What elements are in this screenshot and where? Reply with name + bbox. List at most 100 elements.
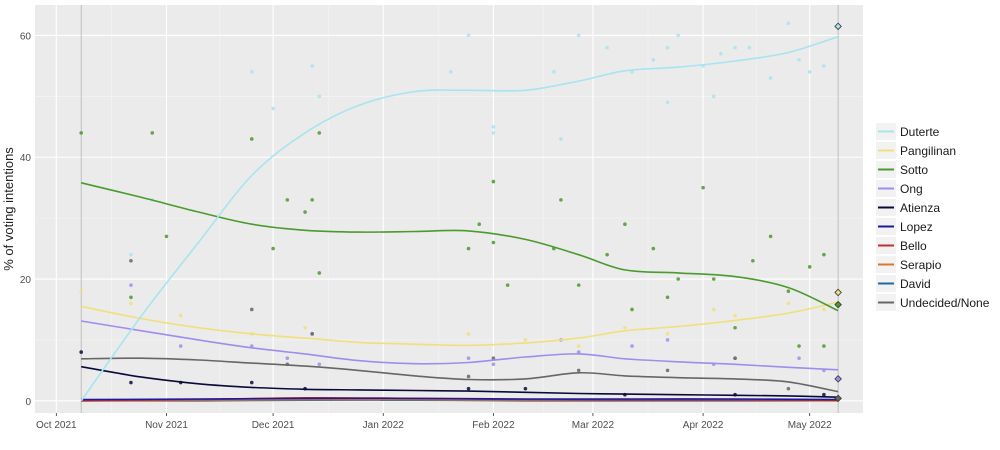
data-point bbox=[285, 198, 290, 202]
data-point bbox=[466, 246, 471, 251]
legend-label: Serapio bbox=[900, 258, 942, 272]
data-point bbox=[129, 295, 133, 300]
data-point bbox=[466, 33, 471, 38]
data-point bbox=[129, 301, 133, 306]
y-tick-label: 60 bbox=[20, 31, 32, 42]
series-line-ong bbox=[81, 320, 839, 371]
data-point bbox=[786, 21, 791, 26]
y-tick-label: 0 bbox=[25, 397, 31, 408]
data-point bbox=[523, 386, 528, 391]
data-point bbox=[249, 307, 254, 312]
data-point bbox=[178, 313, 183, 318]
data-point bbox=[665, 100, 670, 105]
data-point bbox=[317, 131, 322, 135]
data-point bbox=[822, 307, 826, 312]
final-result-marker bbox=[834, 394, 842, 403]
data-point bbox=[491, 131, 496, 135]
data-point bbox=[285, 356, 290, 360]
data-point bbox=[630, 344, 634, 348]
data-point bbox=[466, 374, 471, 379]
data-point bbox=[651, 58, 656, 62]
data-point bbox=[576, 283, 581, 287]
legend-label: Ong bbox=[900, 182, 923, 196]
data-point bbox=[523, 338, 528, 342]
x-tick-label: Apr 2022 bbox=[683, 420, 724, 431]
data-point bbox=[317, 94, 322, 99]
data-point bbox=[733, 313, 737, 318]
data-point bbox=[665, 45, 670, 50]
data-point bbox=[129, 258, 133, 263]
legend-label: Lopez bbox=[900, 220, 933, 234]
series-line-duterte bbox=[80, 35, 839, 402]
data-point bbox=[822, 252, 826, 257]
series-line-pangilinan bbox=[81, 301, 839, 347]
data-point bbox=[786, 301, 791, 306]
y-tick-label: 20 bbox=[20, 275, 32, 286]
data-point bbox=[630, 70, 634, 74]
final-result-marker bbox=[834, 300, 842, 309]
data-point bbox=[747, 45, 752, 50]
data-point bbox=[630, 307, 634, 312]
data-point bbox=[797, 344, 801, 348]
series-line-sotto bbox=[81, 182, 839, 312]
data-point bbox=[651, 246, 656, 251]
legend-label: Undecided/None bbox=[900, 296, 990, 310]
data-point bbox=[249, 70, 254, 74]
x-tick-label: Mar 2022 bbox=[572, 420, 615, 431]
legend-label: Sotto bbox=[900, 163, 928, 177]
data-point bbox=[807, 70, 812, 74]
data-point bbox=[178, 344, 183, 348]
data-point bbox=[249, 380, 254, 385]
legend-label: Duterte bbox=[900, 125, 940, 139]
data-point bbox=[786, 386, 791, 391]
final-result-marker bbox=[834, 375, 842, 383]
legend-label: David bbox=[900, 277, 931, 291]
data-point bbox=[701, 185, 705, 190]
data-point bbox=[310, 64, 314, 68]
data-point bbox=[271, 246, 275, 251]
data-point bbox=[807, 265, 812, 269]
legend-label: Bello bbox=[900, 239, 927, 253]
data-point bbox=[317, 271, 322, 275]
data-point bbox=[797, 58, 801, 62]
y-axis-label: % of voting intentions bbox=[1, 147, 16, 271]
data-point bbox=[751, 258, 755, 263]
x-tick-label: Feb 2022 bbox=[472, 420, 515, 431]
data-point bbox=[559, 137, 563, 141]
data-point bbox=[491, 240, 496, 245]
data-point bbox=[676, 33, 681, 38]
data-point bbox=[733, 356, 737, 360]
x-tick-label: Nov 2021 bbox=[145, 420, 188, 431]
legend: Duterte Pangilinan Sotto Ong Atienza Lopez Bel… bbox=[874, 119, 994, 313]
data-point bbox=[797, 356, 801, 360]
final-result-marker bbox=[834, 22, 842, 31]
data-point bbox=[79, 131, 83, 135]
data-point bbox=[79, 350, 83, 354]
data-point bbox=[129, 380, 133, 385]
data-point bbox=[623, 325, 627, 330]
data-point bbox=[466, 332, 471, 336]
data-point bbox=[665, 368, 670, 373]
data-point bbox=[605, 252, 609, 257]
x-tick-label: May 2022 bbox=[788, 420, 832, 431]
legend-label: Pangilinan bbox=[900, 144, 956, 158]
data-point bbox=[665, 332, 670, 336]
data-point bbox=[711, 307, 716, 312]
data-point bbox=[491, 124, 496, 129]
data-point bbox=[576, 33, 581, 38]
y-tick-label: 40 bbox=[20, 153, 32, 164]
data-point bbox=[665, 338, 670, 342]
data-point bbox=[576, 350, 581, 354]
data-point bbox=[129, 252, 133, 257]
x-tick-label: Dec 2021 bbox=[252, 420, 295, 431]
data-point bbox=[491, 179, 496, 184]
data-point bbox=[576, 368, 581, 373]
x-tick-label: Jan 2022 bbox=[363, 420, 405, 431]
series-line-atienza bbox=[81, 365, 839, 398]
final-result-marker bbox=[834, 288, 842, 297]
data-point bbox=[310, 198, 314, 202]
data-point bbox=[317, 362, 322, 367]
data-point bbox=[79, 289, 83, 294]
